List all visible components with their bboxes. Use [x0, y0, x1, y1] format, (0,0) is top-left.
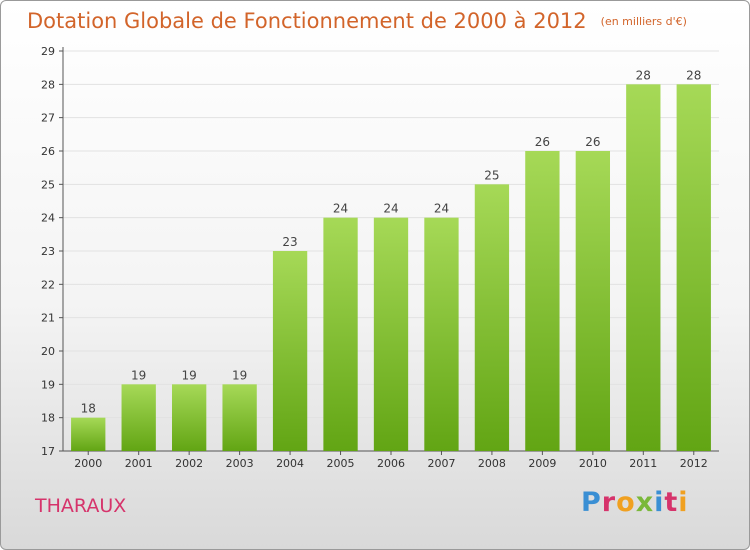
bar	[626, 84, 661, 451]
y-tick-label: 22	[41, 278, 55, 291]
bar	[222, 384, 257, 451]
bar	[272, 251, 308, 451]
y-tick-label: 19	[41, 378, 55, 391]
proxiti-logo: Proxiti	[581, 487, 689, 518]
data-label: 28	[636, 68, 651, 82]
x-tick-label: 2011	[629, 457, 657, 470]
x-tick-label: 2012	[680, 457, 708, 470]
x-tick-label: 2000	[74, 457, 102, 470]
bar	[676, 84, 711, 451]
logo-letter: x	[635, 487, 655, 518]
y-tick-label: 20	[41, 345, 55, 358]
bar	[171, 384, 207, 451]
y-tick-label: 24	[41, 212, 55, 225]
y-tick-label: 23	[41, 245, 55, 258]
bar	[373, 217, 409, 451]
bar	[575, 151, 611, 451]
bar	[71, 417, 106, 451]
x-tick-label: 2009	[528, 457, 556, 470]
x-tick-label: 2008	[478, 457, 506, 470]
logo-letter: o	[616, 487, 636, 518]
chart-title: Dotation Globale de Fonctionnement de 20…	[27, 9, 587, 33]
data-label: 25	[484, 168, 499, 182]
data-label: 18	[81, 402, 96, 416]
logo-letter: t	[664, 487, 679, 518]
data-label: 23	[282, 235, 297, 249]
x-tick-label: 2006	[377, 457, 405, 470]
data-label: 24	[434, 202, 449, 216]
bar	[474, 184, 510, 452]
y-tick-label: 21	[41, 312, 55, 325]
x-tick-label: 2005	[327, 457, 355, 470]
x-tick-label: 2003	[226, 457, 254, 470]
y-tick-label: 29	[41, 45, 55, 58]
data-label: 19	[182, 368, 197, 382]
logo-letter: P	[581, 487, 602, 518]
y-tick-label: 17	[41, 445, 55, 458]
logo-letter: i	[678, 487, 689, 518]
commune-name: THARAUX	[35, 495, 127, 517]
x-tick-label: 2004	[276, 457, 304, 470]
x-tick-label: 2007	[427, 457, 455, 470]
bar	[424, 217, 459, 451]
logo-letter: r	[601, 487, 617, 518]
data-label: 19	[131, 368, 146, 382]
data-label: 24	[383, 202, 398, 216]
data-label: 19	[232, 368, 247, 382]
y-tick-label: 26	[41, 145, 55, 158]
bar	[121, 384, 156, 451]
data-label: 26	[585, 135, 600, 149]
bar	[323, 217, 358, 451]
title-row: Dotation Globale de Fonctionnement de 20…	[27, 9, 687, 33]
x-tick-label: 2010	[579, 457, 607, 470]
chart-subtitle: (en milliers d'€)	[600, 15, 687, 28]
logo-letter: i	[654, 487, 665, 518]
y-tick-label: 27	[41, 112, 55, 125]
x-tick-label: 2001	[125, 457, 153, 470]
y-tick-label: 28	[41, 78, 55, 91]
y-tick-label: 18	[41, 412, 55, 425]
bar	[525, 151, 560, 451]
y-tick-label: 25	[41, 178, 55, 191]
data-label: 28	[686, 68, 701, 82]
x-tick-label: 2002	[175, 457, 203, 470]
data-label: 26	[535, 135, 550, 149]
data-label: 24	[333, 202, 348, 216]
